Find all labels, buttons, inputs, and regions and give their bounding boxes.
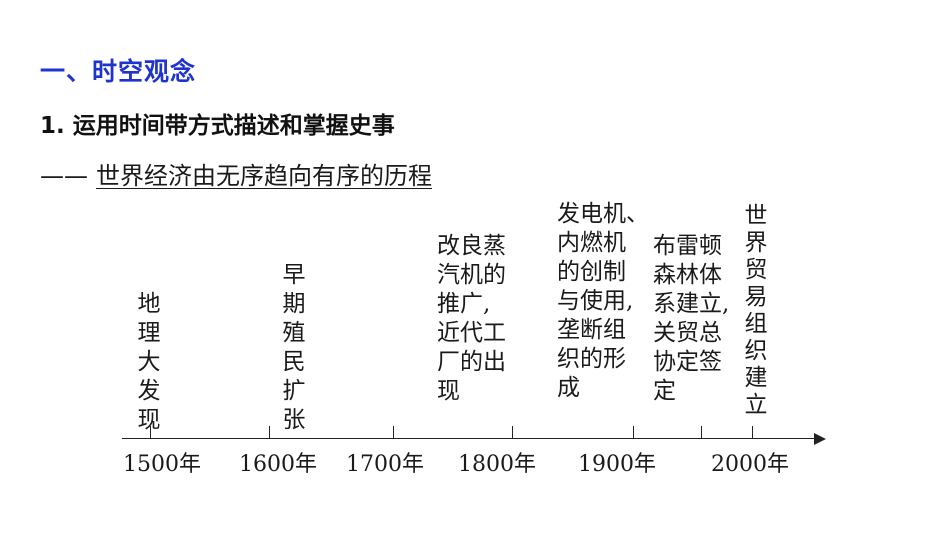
event-line: 世 xyxy=(744,203,768,229)
timeline-tick xyxy=(512,426,513,438)
event-line: 期 xyxy=(282,291,306,317)
event-line: 民 xyxy=(282,349,306,375)
year-label: 1700年 xyxy=(346,452,424,477)
year-label: 1800年 xyxy=(458,452,536,477)
year-label: 1900年 xyxy=(578,452,656,477)
timeline-tick xyxy=(393,426,394,438)
timeline-axis xyxy=(122,438,816,439)
event-line: 组 xyxy=(744,311,768,337)
event-line: 发 xyxy=(137,378,161,404)
event-line: 殖 xyxy=(282,320,306,346)
year-label: 1500年 xyxy=(123,452,201,477)
event-line: 内燃机 xyxy=(557,230,626,256)
timeline-tick xyxy=(752,426,753,438)
subtitle-text: 世界经济由无序趋向有序的历程 xyxy=(96,162,432,190)
timeline-tick xyxy=(150,426,151,438)
event-line: 界 xyxy=(744,230,768,256)
event-line: 协定签 xyxy=(653,349,722,375)
timeline-arrow-icon xyxy=(814,433,826,445)
event-line: 改良蒸 xyxy=(437,233,506,259)
timeline-tick xyxy=(701,426,702,438)
event-line: 建 xyxy=(744,365,768,391)
event-line: 推广, xyxy=(437,291,491,317)
event-line: 的创制 xyxy=(557,259,626,285)
event-line: 发电机、 xyxy=(557,201,649,227)
year-label: 1600年 xyxy=(239,452,317,477)
event-line: 地 xyxy=(137,291,161,317)
timeline-tick xyxy=(269,426,270,438)
event-line: 近代工 xyxy=(437,320,506,346)
event-bretton-woods-gatt: 布雷顿 森林体 系建立, 关贸总 协定签 定 xyxy=(653,232,729,406)
event-line: 森林体 xyxy=(653,262,722,288)
event-line: 现 xyxy=(437,378,460,404)
event-line: 织 xyxy=(744,338,768,364)
event-line: 织的形 xyxy=(557,346,626,372)
event-generator-monopoly: 发电机、 内燃机 的创制 与使用, 垄断组 织的形 成 xyxy=(557,200,649,403)
event-line: 与使用, xyxy=(557,288,634,314)
event-line: 系建立, xyxy=(653,291,730,317)
event-line: 贸 xyxy=(744,257,768,283)
event-line: 张 xyxy=(282,407,306,433)
event-line: 成 xyxy=(557,375,580,401)
heading: 1. 运用时间带方式描述和掌握史事 xyxy=(40,113,395,139)
event-wto-established: 世 界 贸 易 组 织 建 立 xyxy=(743,203,769,419)
event-line: 关贸总 xyxy=(653,320,722,346)
subtitle-dash: —— xyxy=(40,162,88,190)
event-line: 布雷顿 xyxy=(653,233,722,259)
event-line: 立 xyxy=(744,392,768,418)
event-line: 理 xyxy=(137,320,161,346)
event-geographic-discovery: 地 理 大 发 现 xyxy=(136,290,162,435)
event-line: 汽机的 xyxy=(437,262,506,288)
event-line: 大 xyxy=(137,349,161,375)
event-early-colonial-expansion: 早 期 殖 民 扩 张 xyxy=(281,261,307,435)
timeline-tick xyxy=(633,426,634,438)
subtitle: —— 世界经济由无序趋向有序的历程 xyxy=(40,156,432,191)
event-steam-engine-factories: 改良蒸 汽机的 推广, 近代工 厂的出 现 xyxy=(437,232,506,406)
event-line: 定 xyxy=(653,378,676,404)
event-line: 垄断组 xyxy=(557,317,626,343)
event-line: 厂的出 xyxy=(437,349,506,375)
event-line: 扩 xyxy=(282,378,306,404)
section-title: 一、时空观念 xyxy=(40,57,197,86)
event-line: 易 xyxy=(744,284,768,310)
year-label: 2000年 xyxy=(711,452,789,477)
event-line: 早 xyxy=(282,262,306,288)
event-line: 现 xyxy=(137,407,161,433)
